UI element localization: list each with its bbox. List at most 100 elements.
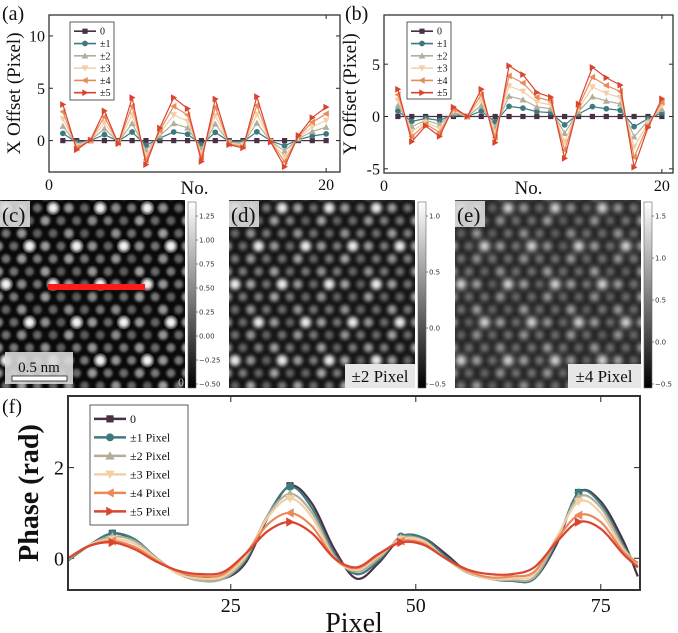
atom (587, 290, 601, 304)
atom (149, 265, 162, 278)
atom (229, 316, 234, 329)
atom (109, 176, 122, 189)
marker-triangle-down (322, 117, 330, 124)
atom (252, 265, 265, 278)
atom (533, 354, 546, 367)
atom (323, 329, 336, 341)
marker-circle (170, 129, 177, 135)
marker-triangle-right (60, 101, 67, 108)
atom (635, 239, 641, 253)
panel-label-f: (f) (2, 396, 22, 418)
atom (269, 200, 279, 202)
colorbar-gradient (417, 201, 427, 389)
atom (580, 303, 593, 316)
marker-triangle-right (323, 103, 330, 111)
atom (244, 328, 258, 342)
atom (455, 265, 460, 278)
colorbar-tick-label: 1.0 (429, 213, 440, 221)
atom (78, 303, 91, 316)
atom (94, 177, 106, 189)
atom (338, 277, 352, 291)
atom (132, 341, 146, 355)
atom (439, 227, 451, 239)
atom (260, 354, 273, 367)
atom (252, 290, 265, 303)
atom (0, 265, 5, 278)
marker-triangle-right (212, 95, 219, 103)
atom (455, 341, 460, 354)
atom (557, 214, 570, 227)
atom (572, 290, 585, 303)
atom (533, 329, 546, 341)
atom (392, 238, 408, 254)
panel-label-b: (b) (345, 3, 368, 25)
atom (78, 379, 91, 388)
colorbar-tick-label: 0.5 (655, 297, 666, 305)
atom (283, 367, 296, 380)
atom (47, 227, 60, 240)
atom (291, 226, 305, 240)
atom (307, 202, 320, 214)
atom (283, 290, 296, 303)
atom (229, 290, 234, 304)
colorbar-tick-label: −0.5 (655, 381, 672, 389)
atom (392, 314, 408, 330)
atom (527, 200, 536, 202)
marker-triangle-down (105, 470, 115, 480)
atom (164, 367, 177, 380)
atom (557, 316, 570, 329)
atom (0, 200, 3, 202)
atom (78, 354, 91, 367)
series-group (59, 93, 330, 171)
atom (299, 214, 312, 227)
marker-square (617, 113, 623, 120)
atom (236, 240, 249, 253)
atom (409, 290, 415, 304)
atom-ring (21, 237, 39, 255)
atom (396, 200, 404, 202)
atom (493, 239, 507, 253)
marker-triangle-right (617, 81, 624, 89)
series-line (68, 520, 639, 576)
atom (361, 239, 375, 253)
marker-circle (106, 433, 114, 442)
atom (517, 379, 531, 388)
atom (15, 252, 29, 266)
marker-square (212, 138, 218, 144)
atom (622, 200, 630, 202)
atom (462, 240, 475, 253)
atom (291, 379, 305, 388)
atom-ring (91, 351, 109, 369)
atom (540, 239, 554, 253)
marker-circle (561, 122, 568, 128)
atom (291, 277, 305, 291)
series-line (397, 85, 663, 148)
marker-triangle-up (589, 93, 596, 100)
atom (7, 290, 20, 303)
atom (251, 238, 267, 254)
atom (495, 200, 505, 202)
atom (70, 290, 83, 303)
atom (378, 341, 391, 354)
atom (540, 290, 554, 304)
atom (229, 366, 234, 380)
atom (540, 341, 554, 355)
atom (525, 367, 538, 380)
marker-square (198, 138, 205, 144)
marker-triangle-right (254, 93, 261, 101)
atom (533, 379, 546, 388)
atom (480, 200, 489, 202)
atom (94, 303, 107, 316)
marker-circle (212, 129, 219, 136)
atom (525, 290, 538, 303)
atom (229, 329, 241, 341)
atom (627, 303, 640, 316)
atom (78, 252, 91, 265)
atom (635, 290, 641, 304)
atom (361, 315, 375, 329)
atom (31, 177, 43, 189)
marker-circle (478, 108, 485, 114)
marker-triangle-right (295, 131, 302, 139)
atom (102, 316, 115, 329)
atom (323, 252, 336, 265)
